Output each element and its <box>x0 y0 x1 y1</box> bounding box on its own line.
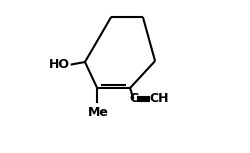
Text: HO: HO <box>49 58 70 71</box>
Text: C: C <box>129 92 138 105</box>
Text: CH: CH <box>149 92 168 105</box>
Text: Me: Me <box>88 106 109 119</box>
